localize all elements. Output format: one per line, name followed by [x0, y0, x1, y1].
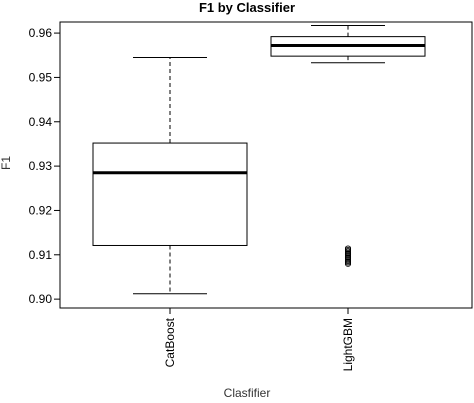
- y-tick-label: 0.94: [29, 115, 53, 129]
- boxes: [92, 25, 426, 295]
- outlier-point: [344, 245, 352, 251]
- chart-title: F1 by Classifier: [199, 0, 295, 15]
- y-tick-label: 0.92: [29, 203, 53, 217]
- x-tick-label: CatBoost: [163, 317, 177, 367]
- x-tick-label: LightGBM: [341, 318, 355, 371]
- y-tick-label: 0.95: [29, 70, 53, 84]
- iqr-box: [92, 142, 248, 246]
- y-axis: 0.90 0.91 0.92 0.93 0.94 0.95 0.96: [29, 26, 61, 306]
- box-group-catboost: [92, 56, 248, 295]
- y-tick-label: 0.93: [29, 159, 53, 173]
- x-axis-label: Clasfifier: [224, 386, 271, 400]
- x-axis: CatBoost LightGBM: [163, 307, 355, 371]
- y-axis-label: F1: [0, 156, 13, 170]
- y-tick-label: 0.90: [29, 292, 53, 306]
- y-tick-label: 0.91: [29, 248, 53, 262]
- box-group-lightgbm: [270, 25, 426, 267]
- y-tick-label: 0.96: [29, 26, 53, 40]
